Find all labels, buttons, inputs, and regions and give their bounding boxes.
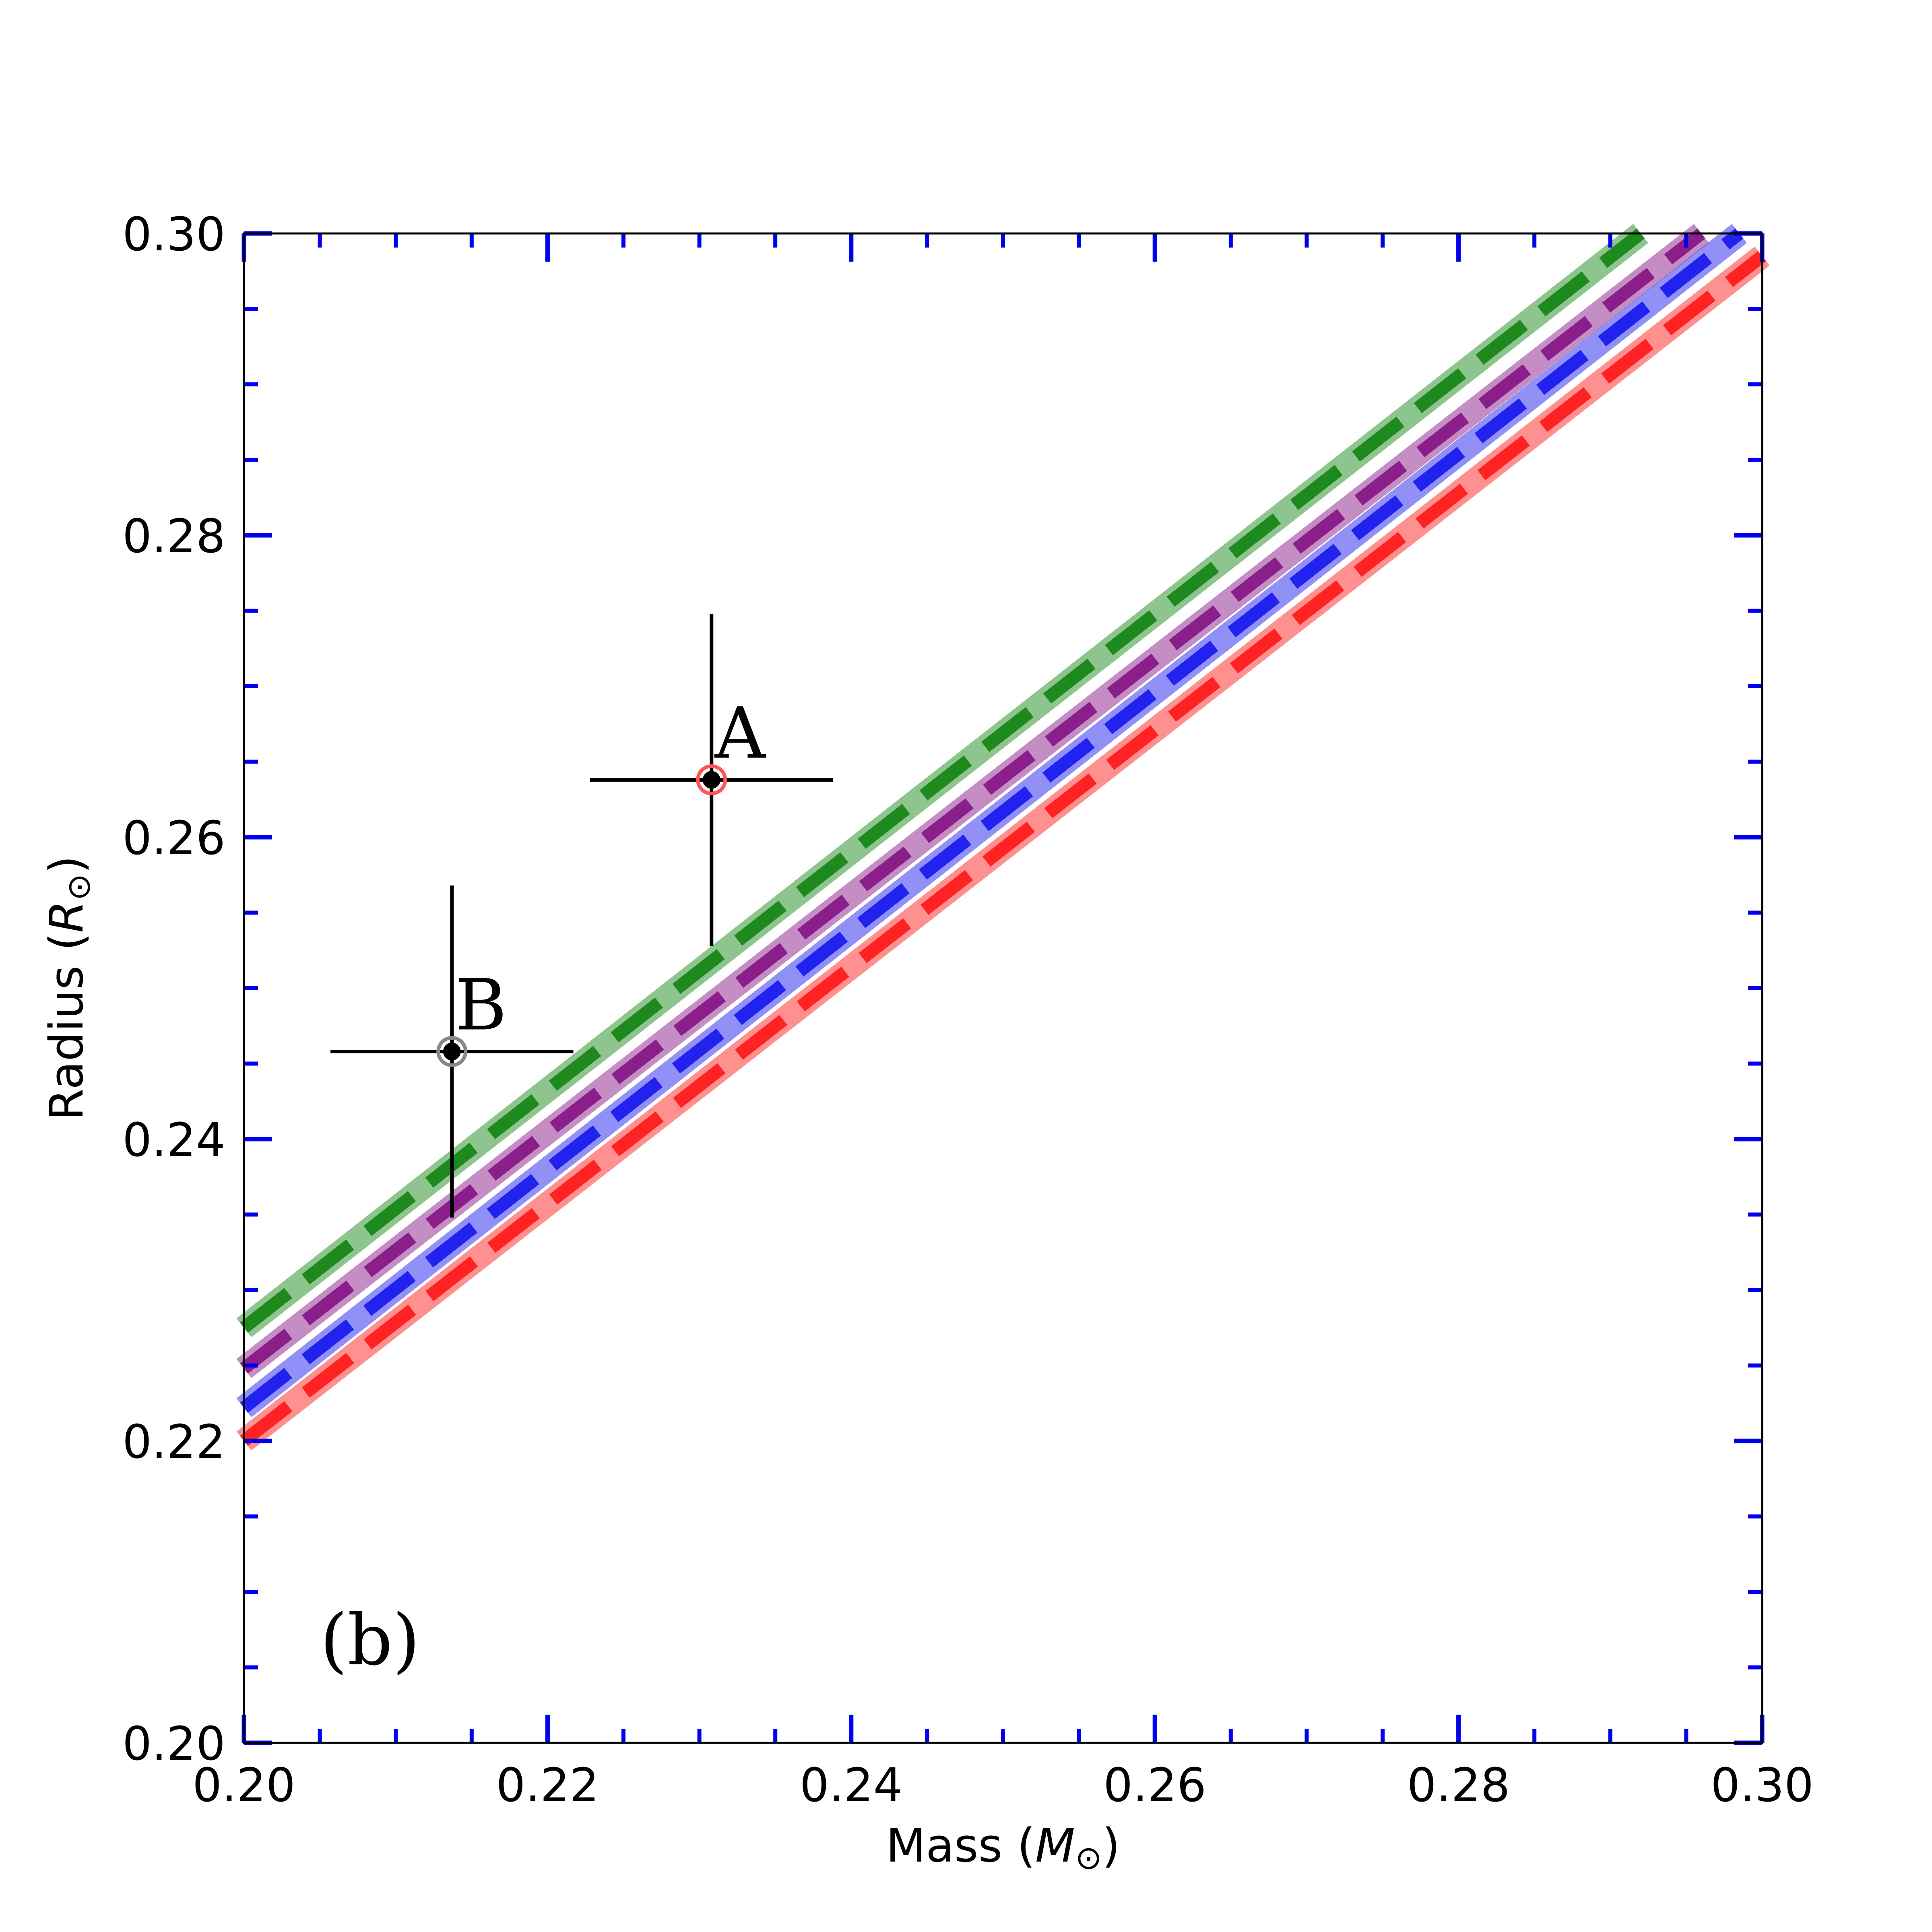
x-tick-label: 0.24 xyxy=(800,1759,903,1812)
panel-label: (b) xyxy=(320,1600,420,1681)
x-tick-label: 0.22 xyxy=(496,1759,599,1812)
x-tick-label: 0.30 xyxy=(1711,1759,1814,1812)
marker-ring xyxy=(436,1036,468,1067)
model-line-4 xyxy=(240,251,1766,1446)
star-a: A xyxy=(590,614,833,946)
y-tick-label: 0.30 xyxy=(122,208,225,262)
x-tick-label: 0.26 xyxy=(1103,1759,1206,1812)
marker-dot xyxy=(443,1042,461,1061)
model-line-2 xyxy=(240,228,1705,1374)
x-axis-title: Mass (M⊙) xyxy=(886,1819,1120,1876)
model-line-1 xyxy=(240,228,1645,1333)
y-tick-label: 0.26 xyxy=(122,811,225,865)
y-tick-label: 0.24 xyxy=(122,1113,225,1167)
model-lines xyxy=(236,224,1770,1451)
model-line-3 xyxy=(240,228,1744,1413)
y-tick-label: 0.20 xyxy=(122,1717,225,1771)
marker-ring xyxy=(696,764,727,795)
plot-frame xyxy=(243,232,1763,1744)
y-tick-label: 0.22 xyxy=(122,1415,225,1469)
tick-labels: 0.20 0.22 0.24 0.26 0.28 0.30 0.20 0.22 0.24 0.26… xyxy=(122,208,1814,1812)
point-label: A xyxy=(714,693,767,775)
star-b: B xyxy=(330,886,574,1218)
point-label: B xyxy=(455,965,507,1046)
x-tick-label: 0.20 xyxy=(192,1759,295,1812)
marker-dot xyxy=(702,771,720,789)
x-tick-label: 0.28 xyxy=(1407,1759,1510,1812)
y-axis-title: Radius (R⊙) xyxy=(40,856,97,1121)
y-tick-label: 0.28 xyxy=(122,510,225,564)
data-points: AB xyxy=(330,614,833,1218)
